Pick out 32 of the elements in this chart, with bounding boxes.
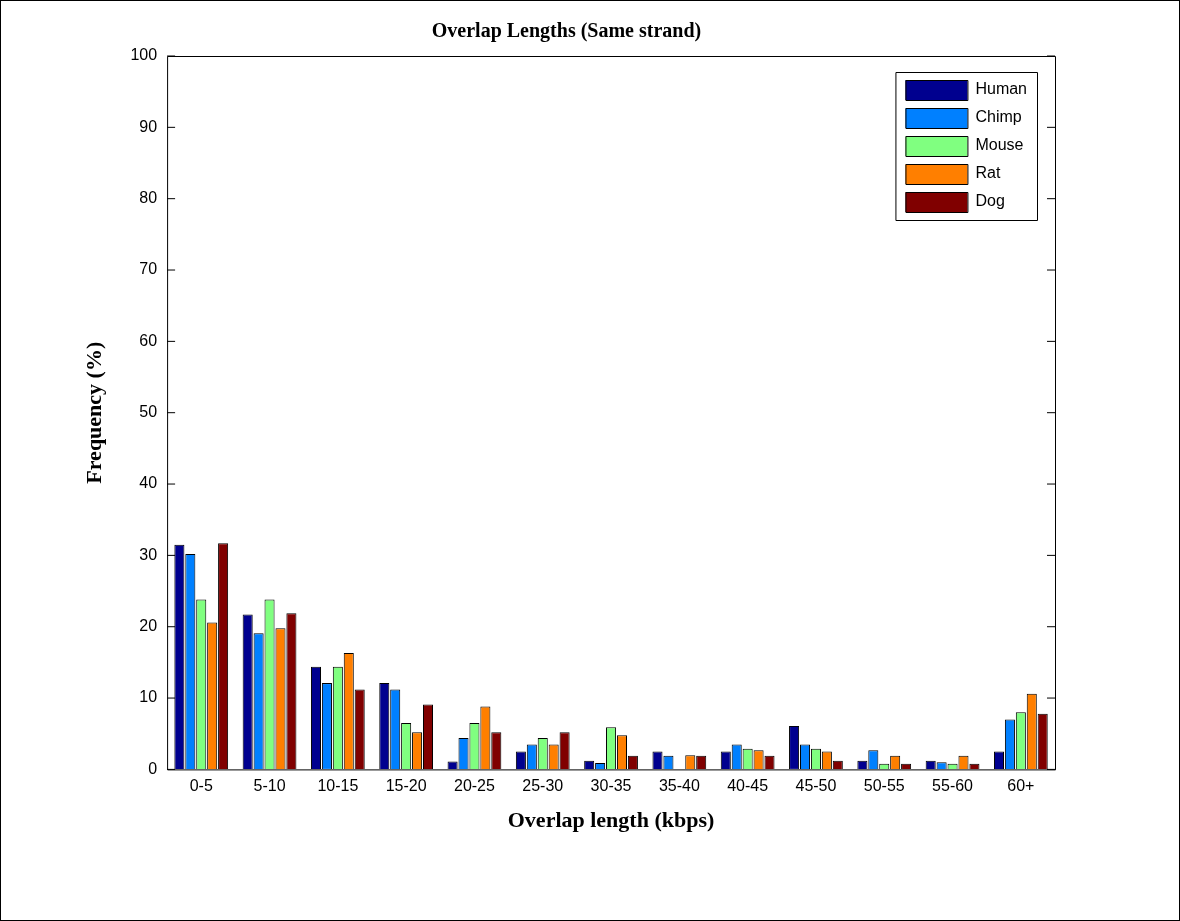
y-tick-label: 0 bbox=[148, 759, 158, 777]
y-axis-title: Frequency (%) bbox=[80, 341, 106, 484]
legend-label: Mouse bbox=[975, 136, 1024, 154]
x-tick-label: 35-40 bbox=[658, 777, 700, 795]
x-tick-label: 30-35 bbox=[590, 777, 632, 795]
x-tick-label: 0-5 bbox=[189, 777, 213, 795]
legend-label: Chimp bbox=[975, 108, 1022, 126]
legend-label: Rat bbox=[975, 164, 1001, 182]
y-tick-label: 100 bbox=[130, 46, 158, 64]
x-tick-label: 55-60 bbox=[932, 777, 974, 795]
y-tick-label: 70 bbox=[139, 260, 158, 278]
x-tick-label: 45-50 bbox=[795, 777, 837, 795]
x-tick-label: 5-10 bbox=[253, 777, 286, 795]
y-tick-label: 30 bbox=[139, 545, 158, 563]
x-tick-label: 40-45 bbox=[727, 777, 769, 795]
y-tick-label: 50 bbox=[139, 403, 158, 421]
x-tick-label: 25-30 bbox=[522, 777, 564, 795]
y-tick-label: 90 bbox=[139, 117, 158, 135]
legend-label: Human bbox=[975, 80, 1027, 98]
y-tick-label: 20 bbox=[139, 617, 158, 635]
x-tick-label: 60+ bbox=[1007, 777, 1035, 795]
x-tick-label: 15-20 bbox=[385, 777, 427, 795]
x-axis-title: Overlap length (kbps) bbox=[507, 807, 715, 833]
x-tick-label: 20-25 bbox=[453, 777, 496, 795]
x-tick-label: 50-55 bbox=[863, 777, 905, 795]
x-tick-label: 10-15 bbox=[317, 777, 359, 795]
legend-label: Dog bbox=[975, 192, 1005, 210]
y-tick-label: 40 bbox=[139, 474, 158, 492]
chart-title: Overlap Lengths (Same strand) bbox=[431, 19, 702, 43]
y-tick-label: 60 bbox=[139, 331, 158, 349]
y-tick-label: 80 bbox=[139, 189, 158, 207]
y-tick-label: 10 bbox=[139, 688, 158, 706]
